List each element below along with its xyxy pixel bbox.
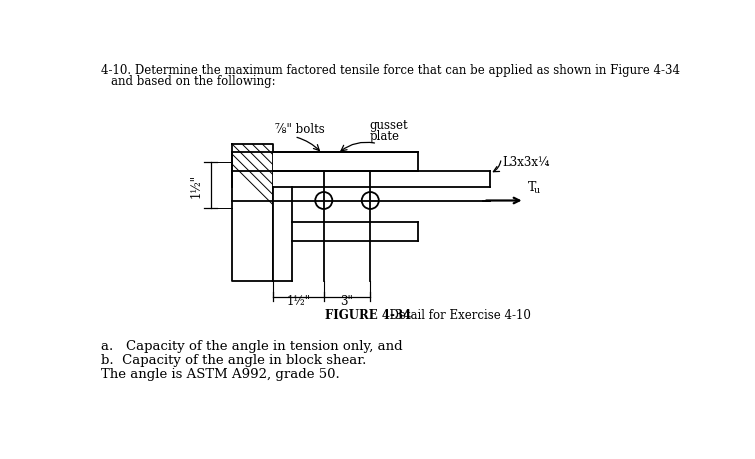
- Text: The angle is ASTM A992, grade 50.: The angle is ASTM A992, grade 50.: [100, 367, 339, 380]
- Text: u: u: [534, 186, 540, 195]
- Text: 1½": 1½": [286, 294, 310, 307]
- Polygon shape: [273, 153, 418, 172]
- Text: L3x3x¼: L3x3x¼: [503, 156, 550, 169]
- Text: ⅞" bolts: ⅞" bolts: [275, 123, 325, 136]
- Polygon shape: [273, 172, 490, 187]
- Polygon shape: [273, 187, 292, 282]
- Text: plate: plate: [369, 130, 399, 143]
- Text: 3": 3": [341, 294, 353, 307]
- Text: 1½": 1½": [190, 174, 203, 198]
- Text: 4-10. Determine the maximum factored tensile force that can be applied as shown : 4-10. Determine the maximum factored ten…: [100, 64, 680, 77]
- Text: b.  Capacity of the angle in block shear.: b. Capacity of the angle in block shear.: [100, 353, 366, 366]
- Text: gusset: gusset: [369, 119, 408, 132]
- Polygon shape: [233, 145, 273, 282]
- Text: a.   Capacity of the angle in tension only, and: a. Capacity of the angle in tension only…: [100, 339, 402, 353]
- Text: FIGURE 4-34: FIGURE 4-34: [325, 308, 411, 322]
- Text: T: T: [528, 181, 537, 194]
- Text: and based on the following:: and based on the following:: [112, 75, 276, 88]
- Text: Detail for Exercise 4-10: Detail for Exercise 4-10: [382, 308, 531, 322]
- Polygon shape: [292, 223, 418, 242]
